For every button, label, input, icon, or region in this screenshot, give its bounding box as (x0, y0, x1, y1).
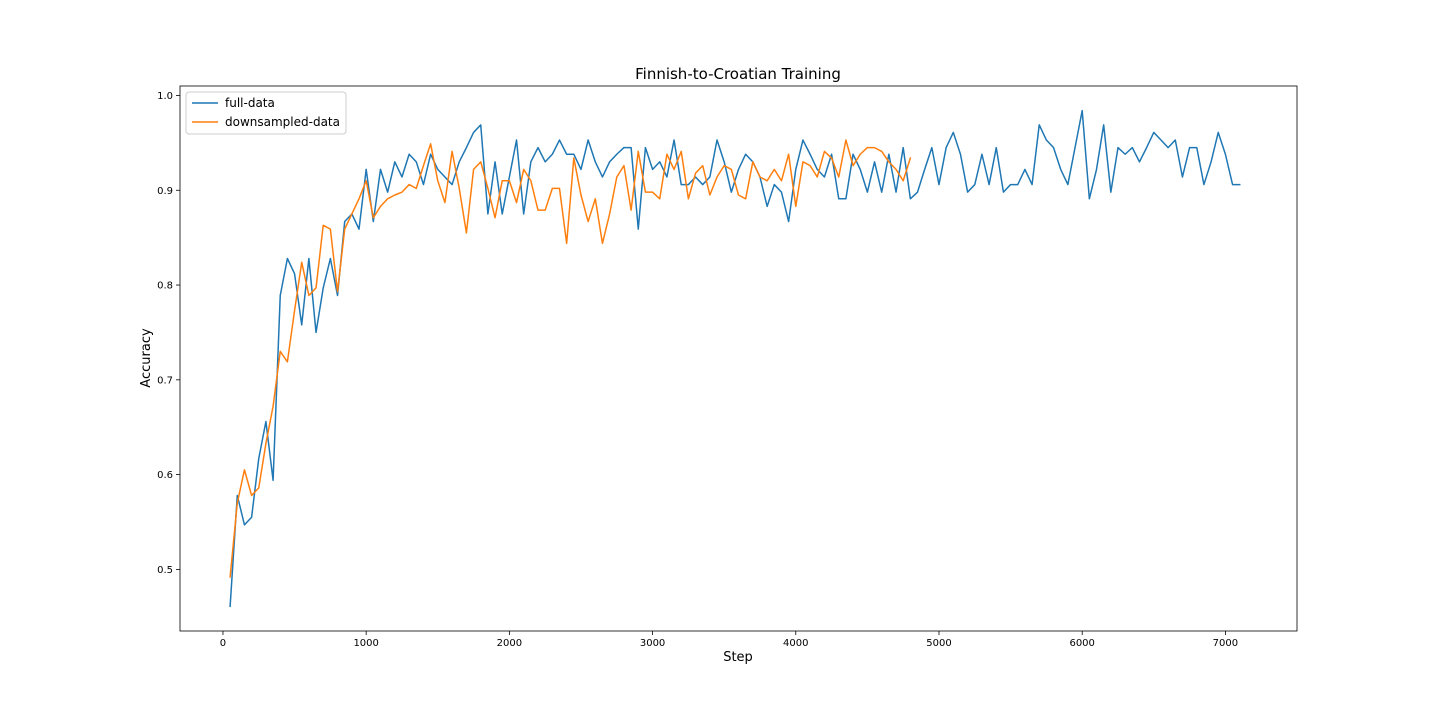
chart-title: Finnish-to-Croatian Training (635, 65, 841, 83)
y-tick-label: 0.9 (157, 186, 173, 197)
legend-label-full-data: full-data (225, 96, 275, 110)
y-tick-label: 0.7 (157, 375, 173, 386)
x-tick-label: 1000 (353, 638, 378, 649)
axes-frame (179, 85, 1298, 632)
x-tick-label: 5000 (926, 638, 951, 649)
legend-box (185, 91, 347, 135)
y-tick-label: 0.6 (157, 470, 173, 481)
legend: full-data downsampled-data (185, 91, 347, 135)
x-tick-label: 3000 (640, 638, 665, 649)
x-tick-label: 6000 (1069, 638, 1094, 649)
y-tick-label: 1.0 (157, 91, 173, 102)
x-tick-label: 4000 (783, 638, 808, 649)
plot-area (229, 109, 1241, 608)
x-tick-label: 7000 (1213, 638, 1238, 649)
y-tick-label: 0.8 (157, 281, 173, 292)
series-line-downsampled-data (229, 139, 912, 578)
legend-label-downsampled-data: downsampled-data (225, 115, 340, 129)
x-tick-label: 2000 (497, 638, 522, 649)
axes: 0 1000 2000 3000 4000 5000 6000 7000 0.5 0.6 0.7 0.… (157, 85, 1298, 649)
y-axis-title: Accuracy (139, 328, 154, 388)
x-tick-label: 0 (220, 638, 226, 649)
y-tick-label: 0.5 (157, 565, 173, 576)
x-axis-title: Step (723, 650, 753, 665)
